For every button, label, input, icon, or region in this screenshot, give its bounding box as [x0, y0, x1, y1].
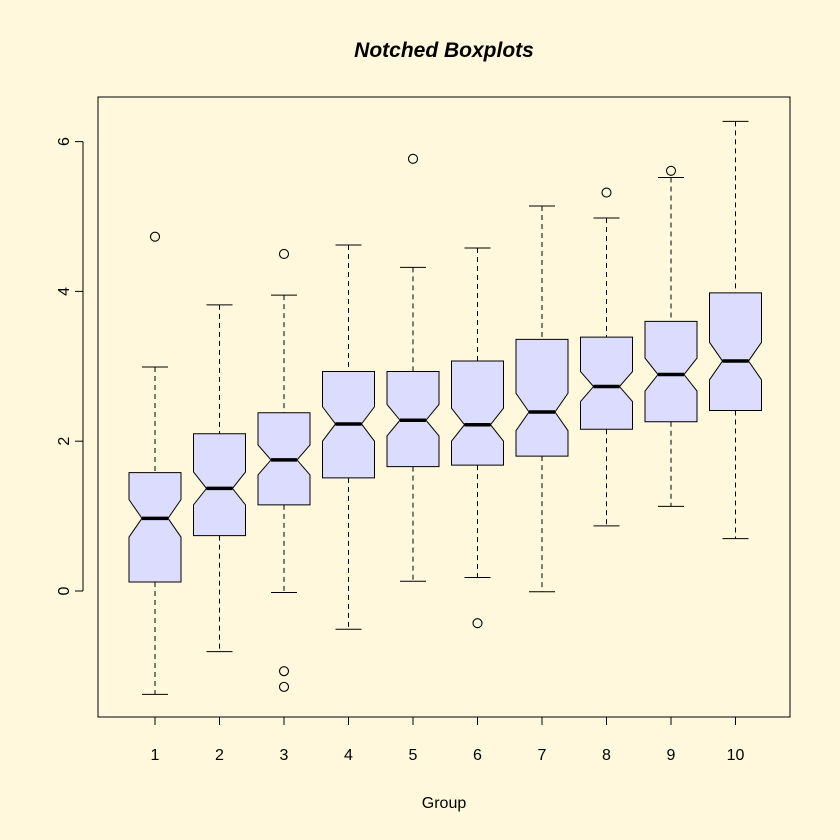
notched-box [128, 472, 182, 583]
x-tick-label: 4 [344, 747, 353, 764]
x-tick-label: 2 [215, 747, 224, 764]
boxplot-series [128, 120, 762, 695]
box-group-1 [128, 231, 182, 695]
outlier-point [278, 666, 290, 677]
outlier-point [472, 618, 483, 629]
chart-title: Notched Boxplots [354, 39, 534, 62]
notched-box [580, 336, 633, 430]
notched-box [515, 338, 569, 457]
x-axis: 1 2 3 4 5 6 7 8 9 10 [151, 716, 745, 764]
x-tick-label: 6 [473, 747, 482, 764]
x-tick-label: 7 [538, 747, 547, 764]
box-group-5 [386, 153, 440, 582]
notched-box [451, 360, 504, 466]
notched-box [644, 320, 698, 423]
box-group-10 [709, 120, 762, 540]
x-tick-label: 8 [602, 747, 611, 764]
outlier-point [665, 165, 677, 176]
box-group-4 [322, 244, 375, 630]
outlier-point [407, 153, 419, 164]
x-tick-label: 3 [280, 747, 289, 764]
notched-box [709, 292, 762, 411]
box-group-8 [580, 187, 633, 527]
y-tick-label: 4 [56, 287, 73, 296]
box-group-7 [515, 205, 569, 593]
x-tick-label: 10 [727, 747, 745, 764]
outlier-point [601, 187, 612, 198]
box-group-3 [257, 248, 311, 692]
outlier-point [278, 248, 290, 259]
outlier-point [149, 231, 161, 242]
box-group-2 [193, 304, 246, 653]
x-axis-label: Group [422, 795, 467, 812]
y-axis: 0 2 4 6 [56, 137, 84, 595]
box-group-9 [644, 165, 698, 507]
box-group-6 [451, 247, 504, 629]
x-tick-label: 1 [151, 747, 160, 764]
y-tick-label: 6 [56, 137, 73, 146]
x-tick-label: 5 [409, 747, 418, 764]
y-tick-label: 0 [56, 586, 73, 595]
y-tick-label: 2 [56, 437, 73, 446]
notched-box [193, 433, 246, 537]
outlier-point [278, 681, 290, 692]
x-tick-label: 9 [667, 747, 676, 764]
